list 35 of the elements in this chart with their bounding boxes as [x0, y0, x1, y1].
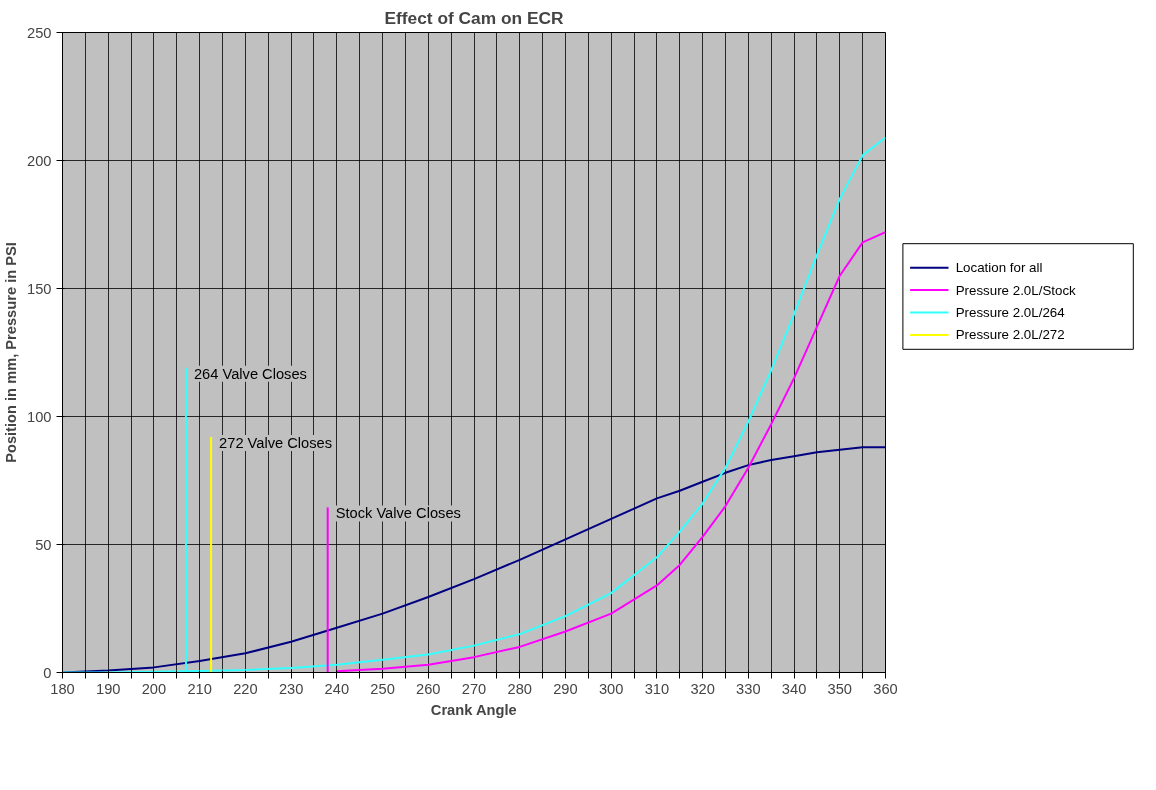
x-tick-label: 180 [50, 680, 75, 697]
x-tick-label: 330 [736, 680, 761, 697]
x-tick-label: 220 [233, 680, 258, 697]
x-tick-label: 290 [553, 680, 578, 697]
x-tick-label: 300 [598, 680, 624, 697]
annotation: 272 Valve Closes [219, 434, 333, 451]
y-tick-label: 150 [27, 280, 52, 297]
legend-label: Pressure 2.0L/272 [955, 327, 1065, 343]
legend-label: Location for all [955, 260, 1043, 276]
x-tick-label: 210 [187, 680, 212, 697]
y-tick-label: 50 [35, 536, 52, 553]
annotation: Stock Valve Closes [335, 505, 461, 522]
annotation: 264 Valve Closes [193, 365, 307, 382]
x-tick-label: 200 [141, 680, 167, 697]
x-tick-label: 190 [96, 680, 121, 697]
x-tick-label: 280 [507, 680, 532, 697]
x-tick-label: 240 [324, 680, 350, 697]
legend-label: Pressure 2.0L/264 [955, 305, 1066, 320]
x-axis-title: Crank Angle [430, 701, 517, 718]
x-tick-label: 340 [781, 680, 807, 697]
y-tick-label: 250 [27, 24, 52, 41]
x-tick-label: 260 [416, 680, 441, 697]
y-axis-title: Position in mm, Pressure in PSI [3, 242, 20, 463]
chart-title: Effect of Cam on ECR [384, 7, 565, 28]
x-tick-label: 230 [278, 680, 304, 697]
x-tick-label: 350 [827, 680, 853, 697]
x-tick-label: 310 [644, 680, 670, 697]
x-tick-label: 360 [873, 680, 898, 697]
x-tick-label: 250 [370, 680, 395, 697]
y-tick-label: 100 [27, 408, 52, 425]
x-tick-label: 320 [690, 680, 715, 697]
y-tick-label: 0 [43, 664, 52, 681]
legend-label: Pressure 2.0L/Stock [955, 282, 1077, 298]
y-tick-label: 200 [27, 152, 52, 169]
x-tick-label: 270 [461, 680, 487, 697]
